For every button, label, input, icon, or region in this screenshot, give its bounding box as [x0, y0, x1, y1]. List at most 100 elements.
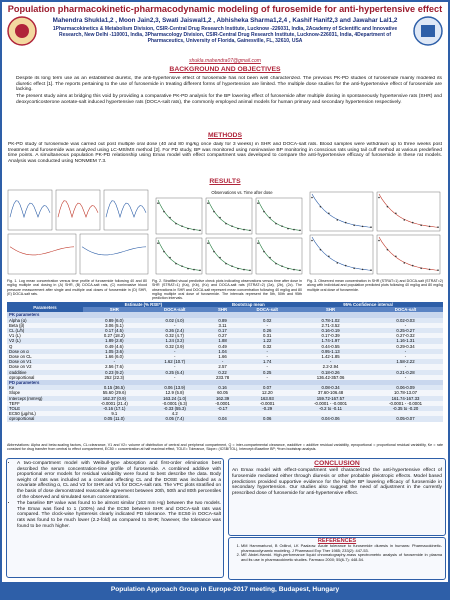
table-cell: 162.37 (0.9) — [82, 395, 146, 401]
table-section-row: PK parameters — [7, 312, 443, 318]
plot-point — [199, 229, 201, 232]
table-cell: 10.78-13.07 — [368, 390, 443, 396]
table-cell: 0.25-0.27 — [368, 328, 443, 334]
figures: Observations vs. Time after dose — [7, 189, 441, 275]
plot-point — [257, 242, 259, 244]
logo-left — [7, 16, 37, 46]
plot-frame — [103, 189, 149, 231]
plot-point — [175, 262, 177, 265]
table-header-cell: Estimate (% RSE*) — [82, 302, 204, 308]
plot-point — [243, 228, 245, 231]
plot-point — [361, 225, 364, 228]
plot-curve — [378, 193, 439, 228]
table-cell: - — [145, 348, 204, 355]
table-cell: 0.27 (18.2) — [82, 333, 146, 339]
table-cell: 233.78 — [203, 374, 242, 381]
table-cell: Q — [7, 343, 83, 349]
table-cell: 1.22 — [241, 338, 294, 344]
table-cell: - — [145, 364, 204, 370]
bullet: A two-compartment model with Weibull-typ… — [17, 461, 221, 500]
table-cell: 0.26 — [241, 328, 294, 334]
plot-point — [411, 221, 414, 224]
table-row: CL (L/h) 0.17 (4.5) 0.26 (2.4) 0.17 0.26 0.16… — [7, 328, 443, 334]
plot-curve — [311, 193, 372, 228]
table-cell: Slope — [7, 390, 83, 396]
plot-curve — [257, 239, 301, 271]
plot-point — [269, 216, 271, 219]
plot-point — [336, 219, 339, 221]
table-row: σadditive 0.23 (9.2) 0.25 (6.4) 0.22 0.25 0.1… — [7, 369, 443, 375]
plot-frame — [255, 237, 303, 275]
table-cell: - — [368, 364, 443, 370]
plot-point — [311, 196, 313, 199]
table-cell: - — [241, 364, 294, 370]
plot-point — [175, 222, 177, 225]
table-cell: 12.9 (5.8) — [145, 390, 204, 396]
table-cell: 0.02 — [241, 317, 294, 323]
plot-curve — [9, 200, 51, 219]
table-header-cell: SHR — [82, 307, 146, 313]
plot-point — [353, 224, 355, 227]
plot-point — [336, 262, 339, 264]
plot-point — [187, 267, 189, 270]
plot-point — [353, 267, 355, 270]
table-header-cell: SHR — [203, 307, 242, 313]
table-cell: 0.15 (36.5) — [82, 385, 146, 391]
plot-frame — [7, 189, 53, 231]
table-cell: 3.11 — [203, 322, 242, 329]
plot-point — [169, 216, 171, 219]
bullet: Despite its long term use as an establis… — [16, 76, 442, 93]
plot-point — [293, 228, 295, 231]
plot-curve — [9, 246, 75, 256]
plot-point — [299, 229, 301, 232]
plot-curve — [207, 239, 251, 271]
footer: Population Approach Group in Europe-2017… — [2, 582, 448, 598]
plot-curve — [378, 236, 439, 271]
plot-point — [319, 205, 322, 208]
plot-frame — [309, 234, 374, 275]
plot-frame — [255, 197, 303, 235]
plot-point — [263, 210, 265, 213]
table-header-cell: Bootstrap mean — [203, 302, 294, 308]
table-cell: 0.27-0.32 — [368, 333, 443, 339]
plot-point — [344, 221, 347, 224]
table-cell: 163.93 — [241, 395, 294, 401]
plot-point — [420, 224, 422, 227]
table-row: V2 (L) 1.89 (2.8) 1.24 (3.2) 1.88 1.22 1.74-1… — [7, 338, 443, 344]
plot-point — [181, 225, 183, 227]
table-cell: 1.74 — [241, 359, 294, 365]
figure-caption: Fig. 1. Log mean concentration versus ti… — [7, 279, 147, 296]
plot-point — [275, 222, 277, 225]
table-row: σproportional 0.05 (11.0) 0.05 (7.4) 0.04 0.… — [7, 416, 443, 422]
table-cell: 1.74-1.97 — [293, 338, 369, 344]
table-cell: 2.2-2.94 — [293, 364, 369, 370]
table-cell: 60.05 — [203, 390, 242, 396]
plot-frame — [205, 237, 253, 275]
plot-point — [231, 265, 233, 267]
plot-point — [437, 269, 439, 271]
table-cell — [293, 411, 369, 417]
plot-point — [163, 250, 165, 253]
plot-point — [193, 268, 195, 271]
table-header-cell: DOCA-salt — [368, 307, 443, 313]
table-cell: - — [368, 374, 443, 381]
table-wrap: Parameters Estimate (% RSE*) Bootstrap m… — [7, 302, 443, 442]
poster-title: Population pharmacokinetic-pharmacodynam… — [7, 4, 443, 14]
plot-frame — [309, 191, 374, 232]
table-row: Dose on α 1.05 (3.6) -1.04-0.95-1.13- — [7, 348, 443, 355]
plot-point — [193, 228, 195, 231]
table-header-cell: 95% Confidence interval — [293, 302, 443, 308]
plot-point — [411, 264, 414, 267]
table-row: Dose on V1-1.62 (10.7) -1.74-1.58-2.22 — [7, 359, 443, 365]
table-row: TOLE -0.16 (17.1) -0.33 (55.3) -0.17 -0.29 -0… — [7, 406, 443, 412]
table-header: Parameters Estimate (% RSE*) Bootstrap m… — [7, 302, 443, 313]
references-box: REFERENCES MM Hammarlund, B Odlind, LK P… — [228, 537, 446, 580]
plot-point — [225, 222, 227, 225]
plot-point — [370, 226, 372, 228]
table-cell: - — [241, 354, 294, 360]
section-heading: BACKGROUND AND OBJECTIVES — [169, 66, 281, 73]
table-row: Ke 0.15 (36.5) 0.06 (13.9) 0.16 0.07 0.08-0.3… — [7, 385, 443, 391]
table-cell: 37.60-106.48 — [293, 390, 369, 396]
plot-curve — [81, 246, 147, 256]
plot-point — [249, 269, 251, 272]
